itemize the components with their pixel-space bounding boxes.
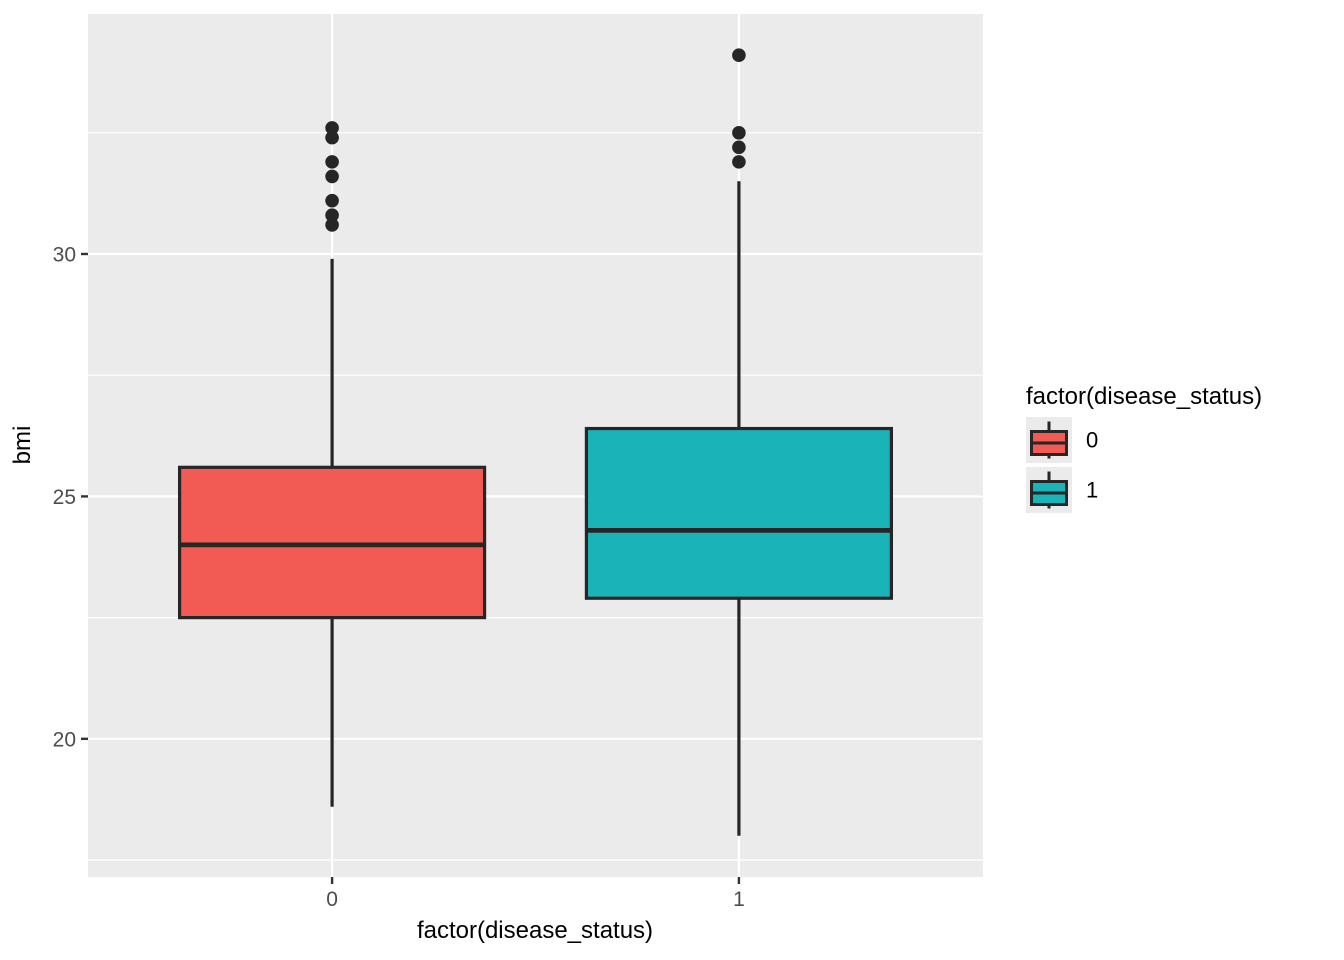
outlier-point: [325, 121, 339, 135]
x-tick-label: 0: [326, 888, 338, 911]
outlier-point: [732, 155, 746, 169]
outlier-point: [732, 140, 746, 155]
outlier-point: [325, 208, 339, 223]
y-axis-title: bmi: [9, 426, 36, 465]
outlier-point: [325, 193, 339, 208]
box-1: [584, 426, 894, 600]
y-tick-label: 20: [53, 728, 76, 751]
y-tick-label: 30: [53, 243, 76, 266]
legend-title: factor(disease_status): [1026, 383, 1262, 410]
x-axis-title: factor(disease_status): [417, 917, 653, 944]
outlier-point: [732, 125, 746, 140]
x-tick-label: 1: [733, 888, 745, 911]
legend-label: 0: [1086, 428, 1098, 453]
outlier-point: [325, 155, 339, 169]
outlier-point: [325, 169, 339, 184]
outlier-point: [732, 48, 746, 63]
legend-label: 1: [1086, 478, 1098, 503]
box-0: [177, 465, 487, 620]
outlier-point: [325, 130, 339, 145]
outlier-point: [325, 218, 339, 232]
y-tick-label: 25: [53, 486, 76, 509]
